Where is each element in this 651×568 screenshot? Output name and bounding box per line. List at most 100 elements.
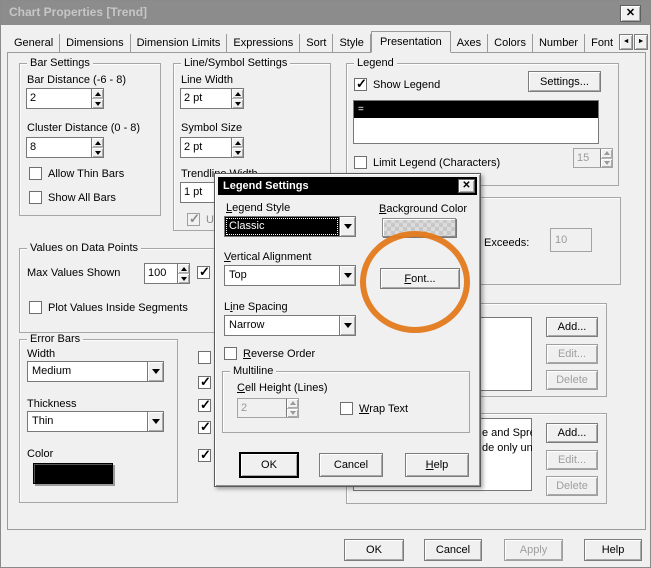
show-all-bars-checkbox[interactable]: Show All Bars — [29, 191, 116, 204]
values-hidden-checkbox[interactable] — [197, 264, 210, 280]
cluster-distance-stepper[interactable]: 8 — [26, 137, 104, 158]
spin-up-icon[interactable] — [232, 138, 243, 147]
tab-font[interactable]: Font — [591, 37, 614, 49]
tab-sort[interactable]: Sort — [300, 34, 334, 52]
tab-general[interactable]: General — [8, 34, 61, 52]
chevron-down-icon[interactable] — [339, 266, 355, 285]
ok-button[interactable]: OK — [344, 539, 404, 561]
error-bar-color-swatch[interactable] — [33, 463, 113, 484]
checkbox-box[interactable] — [197, 264, 210, 280]
hidden-option-checkbox-3[interactable] — [198, 397, 211, 413]
tab-dimension-limits[interactable]: Dimension Limits — [131, 34, 228, 52]
checkbox-box[interactable] — [224, 347, 237, 360]
spin-up-icon[interactable] — [92, 89, 103, 98]
tab-scroll-left-button[interactable]: ◄ — [619, 34, 634, 50]
spin-down-icon[interactable] — [232, 147, 243, 157]
show-legend-checkbox[interactable]: Show Legend — [354, 76, 441, 92]
spin-down-icon[interactable] — [232, 98, 243, 108]
legend-selected-item[interactable]: = — [354, 101, 598, 118]
symbol-size-stepper[interactable]: 2 pt — [180, 137, 244, 158]
exceeds-input: 10 — [550, 228, 592, 252]
background-color-swatch[interactable] — [382, 218, 456, 237]
spin-up-icon[interactable] — [178, 264, 189, 273]
max-values-value: 100 — [148, 267, 167, 279]
text-add-button[interactable]: Add... — [546, 423, 598, 443]
vertical-alignment-combobox[interactable]: Top — [224, 265, 356, 286]
hidden-option-checkbox-2[interactable] — [198, 374, 211, 390]
legend-settings-button[interactable]: Settings... — [528, 71, 601, 92]
limit-legend-checkbox[interactable]: Limit Legend (Characters) — [354, 156, 500, 169]
plot-values-inside-label: Plot Values Inside Segments — [48, 301, 188, 314]
spin-down-icon[interactable] — [178, 273, 189, 283]
values-on-data-points-group: Values on Data Points — [19, 242, 331, 333]
legend-settings-close-button[interactable]: ✕ — [458, 179, 475, 193]
limit-legend-stepper: 15 — [573, 148, 613, 168]
checkbox-box[interactable] — [29, 301, 42, 314]
chevron-down-icon[interactable] — [147, 362, 163, 381]
tab-dimensions[interactable]: Dimensions — [60, 34, 131, 52]
max-values-stepper[interactable]: 100 — [144, 263, 190, 284]
hidden-option-checkbox-1[interactable] — [198, 351, 211, 364]
checkbox-box[interactable] — [354, 156, 367, 169]
text-fragment: e and Spre de only un — [482, 426, 532, 457]
window-titlebar[interactable]: Chart Properties [Trend] ✕ — [1, 1, 650, 25]
tab-page-border — [7, 52, 646, 530]
tab-presentation[interactable]: Presentation — [370, 31, 451, 53]
chevron-down-icon[interactable] — [339, 316, 355, 335]
arrow-left-icon: ◄ — [622, 38, 630, 45]
checkbox-box[interactable] — [198, 351, 211, 364]
checkbox-box[interactable] — [198, 374, 211, 390]
legend-style-combobox[interactable]: Classic — [224, 216, 356, 237]
chevron-down-icon[interactable] — [339, 217, 355, 236]
checkbox-box[interactable] — [340, 402, 353, 415]
allow-thin-bars-checkbox[interactable]: Allow Thin Bars — [29, 167, 124, 180]
reverse-order-checkbox[interactable]: Reverse Order — [224, 347, 315, 360]
spin-down-icon[interactable] — [92, 147, 103, 157]
text-delete-button: Delete — [546, 476, 598, 496]
spin-up-icon[interactable] — [92, 138, 103, 147]
reference-add-button[interactable]: Add... — [546, 317, 598, 337]
apply-button: Apply — [504, 539, 563, 561]
spin-down-icon[interactable] — [92, 98, 103, 108]
checkbox-box[interactable] — [354, 76, 367, 92]
tab-number[interactable]: Number — [533, 34, 586, 52]
checkbox-box[interactable] — [198, 397, 211, 413]
legend-items-listbox[interactable]: = — [353, 100, 599, 144]
legend-settings-titlebar[interactable]: Legend Settings ✕ — [218, 177, 477, 195]
cluster-distance-value: 8 — [30, 141, 37, 153]
plot-values-inside-checkbox[interactable]: Plot Values Inside Segments — [29, 301, 188, 314]
reference-edit-button: Edit... — [546, 344, 598, 364]
bar-settings-group: Bar Settings — [19, 57, 161, 216]
legend-settings-help-button[interactable]: Help — [405, 453, 469, 477]
spin-up-icon[interactable] — [232, 89, 243, 98]
line-width-value: 2 pt — [184, 92, 203, 104]
error-bar-thickness-label: Thickness — [27, 398, 77, 410]
bar-distance-stepper[interactable]: 2 — [26, 88, 104, 109]
hidden-option-checkbox-5[interactable] — [198, 447, 211, 463]
checkbox-box[interactable] — [198, 447, 211, 463]
line-width-stepper[interactable]: 2 pt — [180, 88, 244, 109]
error-bar-width-combobox[interactable]: Medium — [27, 361, 164, 382]
checkbox-box[interactable] — [198, 419, 211, 435]
legend-settings-ok-button[interactable]: OK — [240, 453, 298, 477]
tab-scroll-right-button[interactable]: ► — [634, 34, 649, 50]
show-legend-label: Show Legend — [373, 78, 441, 91]
help-button[interactable]: Help — [584, 539, 642, 561]
checkbox-box[interactable] — [29, 167, 42, 180]
wrap-text-checkbox[interactable]: Wrap Text — [340, 402, 408, 415]
checkbox-box[interactable] — [29, 191, 42, 204]
line-spacing-combobox[interactable]: Narrow — [224, 315, 356, 336]
font-button[interactable]: Font... — [380, 268, 460, 289]
tab-axes[interactable]: Axes — [451, 34, 489, 52]
legend-settings-cancel-button[interactable]: Cancel — [319, 453, 383, 477]
cancel-button[interactable]: Cancel — [424, 539, 482, 561]
chevron-down-icon[interactable] — [147, 412, 163, 431]
tab-colors[interactable]: Colors — [488, 34, 533, 52]
close-button[interactable]: ✕ — [620, 5, 641, 22]
hidden-option-checkbox-4[interactable] — [198, 419, 211, 435]
reference-delete-button: Delete — [546, 370, 598, 390]
tab-style[interactable]: Style — [333, 34, 371, 52]
line-symbol-settings-title: Line/Symbol Settings — [181, 57, 291, 70]
error-bar-thickness-combobox[interactable]: Thin — [27, 411, 164, 432]
tab-expressions[interactable]: Expressions — [227, 34, 301, 52]
